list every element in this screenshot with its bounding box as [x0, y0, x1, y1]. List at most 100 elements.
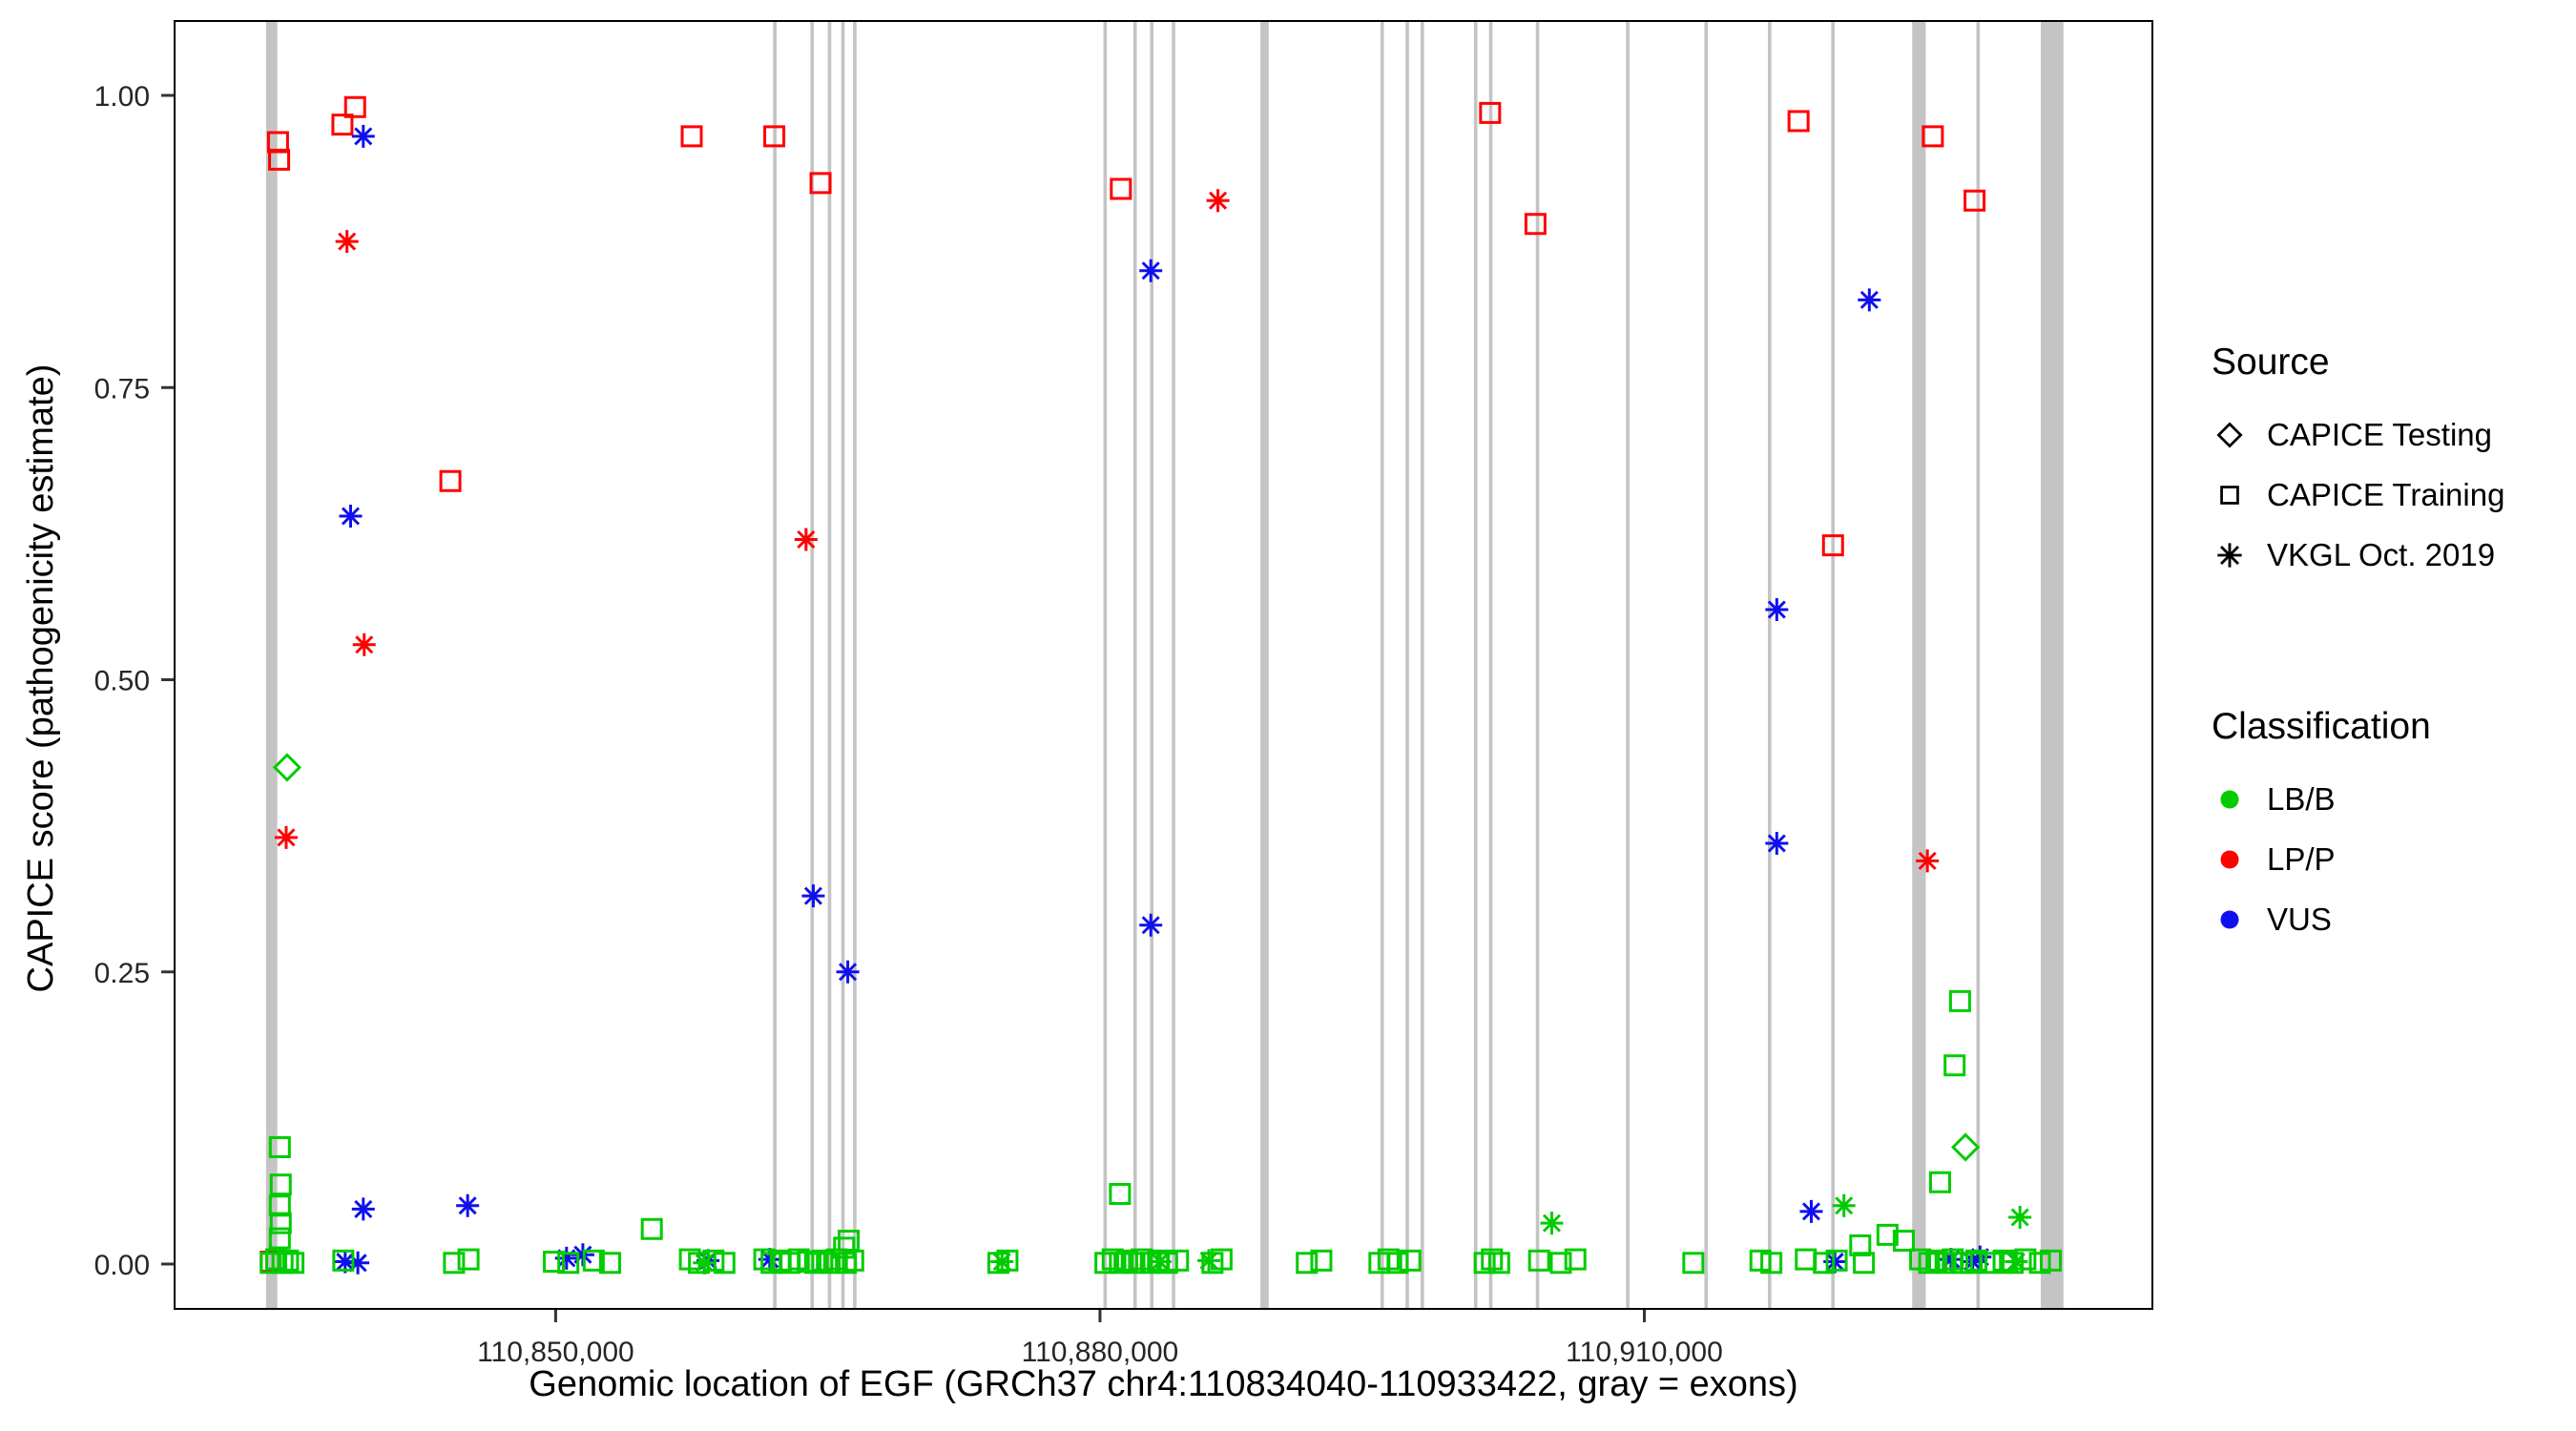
data-point	[1481, 1248, 1504, 1271]
data-point	[1564, 1248, 1587, 1271]
data-point	[1115, 1249, 1138, 1272]
data-point	[836, 960, 860, 984]
data-point	[1210, 1248, 1233, 1271]
exon-bar	[1768, 22, 1772, 1308]
data-point	[1386, 1252, 1409, 1275]
exon-bar	[1704, 22, 1709, 1308]
data-point	[598, 1252, 621, 1275]
data-point	[811, 1249, 834, 1272]
legend-item-label: CAPICE Testing	[2267, 416, 2492, 452]
x-tick-label: 110,880,000	[1022, 1337, 1179, 1368]
data-point	[819, 1252, 841, 1275]
red-dot-icon	[2220, 850, 2239, 868]
data-point	[274, 825, 298, 849]
data-point	[1787, 110, 1810, 133]
data-point	[2014, 1248, 2037, 1271]
data-point	[335, 230, 359, 254]
data-point	[1296, 1252, 1319, 1275]
data-point	[753, 1248, 776, 1271]
legend-item-capice-testing: CAPICE Testing	[2212, 404, 2504, 465]
exon-bar	[1488, 22, 1493, 1308]
exon-bar	[1172, 22, 1175, 1308]
data-point	[1139, 1252, 1162, 1275]
data-point	[996, 1249, 1019, 1272]
data-point	[1813, 1252, 1836, 1275]
exon-bar	[827, 22, 832, 1308]
data-point	[809, 172, 832, 195]
legend-item-label: VKGL Oct. 2019	[2267, 536, 2496, 572]
data-point	[794, 528, 818, 551]
data-point	[1832, 1193, 1856, 1217]
exon-bar	[1535, 22, 1540, 1308]
square-icon	[2220, 485, 2239, 505]
data-point	[1110, 177, 1132, 200]
legend-item-label: LB/B	[2267, 780, 2336, 817]
legend-classification-title: Classification	[2212, 706, 2431, 747]
data-point	[542, 1251, 565, 1274]
data-point	[457, 1248, 480, 1271]
data-point	[1849, 1234, 1872, 1256]
data-point	[1795, 1248, 1818, 1271]
data-point	[1825, 1249, 1848, 1272]
data-point	[1206, 189, 1230, 213]
data-point	[801, 884, 825, 908]
exon-bar	[1473, 22, 1478, 1308]
data-point	[439, 469, 462, 492]
data-point	[1479, 101, 1502, 124]
data-point	[265, 1248, 288, 1271]
exon-bar	[265, 22, 278, 1308]
data-point	[713, 1252, 736, 1275]
data-point	[351, 124, 375, 148]
x-axis-title: Genomic location of EGF (GRCh37 chr4:110…	[529, 1364, 1798, 1404]
data-point	[763, 125, 786, 148]
data-point	[1123, 1252, 1146, 1275]
legend-source: Source CAPICE Testing CAPICE Training VK…	[2212, 342, 2504, 585]
data-point	[1928, 1171, 1951, 1193]
legend-classification: Classification LB/B LP/P VUS	[2212, 706, 2431, 949]
exon-bar	[1132, 22, 1137, 1308]
y-tick-label: 0.75	[94, 373, 150, 404]
exon-bar	[1150, 22, 1154, 1308]
data-point	[266, 131, 289, 154]
exon-bar	[1976, 22, 1981, 1308]
legend-item-vkgl: VKGL Oct. 2019	[2212, 525, 2504, 585]
exon-bar	[1912, 22, 1926, 1308]
exon-bar	[1420, 22, 1424, 1308]
data-point	[1109, 1252, 1132, 1275]
data-point	[260, 1252, 282, 1275]
data-point	[1853, 1252, 1876, 1275]
data-point	[680, 125, 703, 148]
exon-bar	[2041, 22, 2064, 1308]
data-point	[1197, 1249, 1221, 1273]
data-point	[803, 1252, 826, 1275]
data-point	[1943, 1054, 1966, 1077]
data-point	[2039, 1249, 2062, 1272]
exon-bar	[1103, 22, 1108, 1308]
legend-item-lpp: LP/P	[2212, 829, 2431, 889]
exon-bar	[1405, 22, 1409, 1308]
data-point	[268, 1136, 291, 1158]
data-point	[277, 1249, 300, 1272]
y-axis-title: CAPICE score (pathogenicity estimate)	[21, 363, 61, 993]
data-point	[456, 1193, 480, 1217]
legend-item-label: CAPICE Training	[2267, 476, 2505, 512]
y-tick-label: 1.00	[94, 81, 150, 113]
data-point	[688, 1252, 711, 1275]
data-point	[1765, 598, 1789, 621]
data-point	[332, 1249, 355, 1272]
data-point	[1167, 1249, 1190, 1272]
data-point	[1765, 832, 1789, 855]
data-point	[557, 1252, 580, 1275]
data-point	[2002, 1252, 2025, 1275]
data-point	[1139, 259, 1163, 282]
data-point	[640, 1217, 663, 1240]
data-point	[352, 633, 376, 656]
exon-bar	[1831, 22, 1835, 1308]
data-point	[346, 1251, 370, 1275]
data-point	[990, 1250, 1014, 1274]
data-point	[554, 1246, 578, 1270]
y-tick-label: 0.50	[94, 666, 150, 697]
data-point	[1892, 1230, 1915, 1252]
data-point	[1682, 1252, 1705, 1275]
